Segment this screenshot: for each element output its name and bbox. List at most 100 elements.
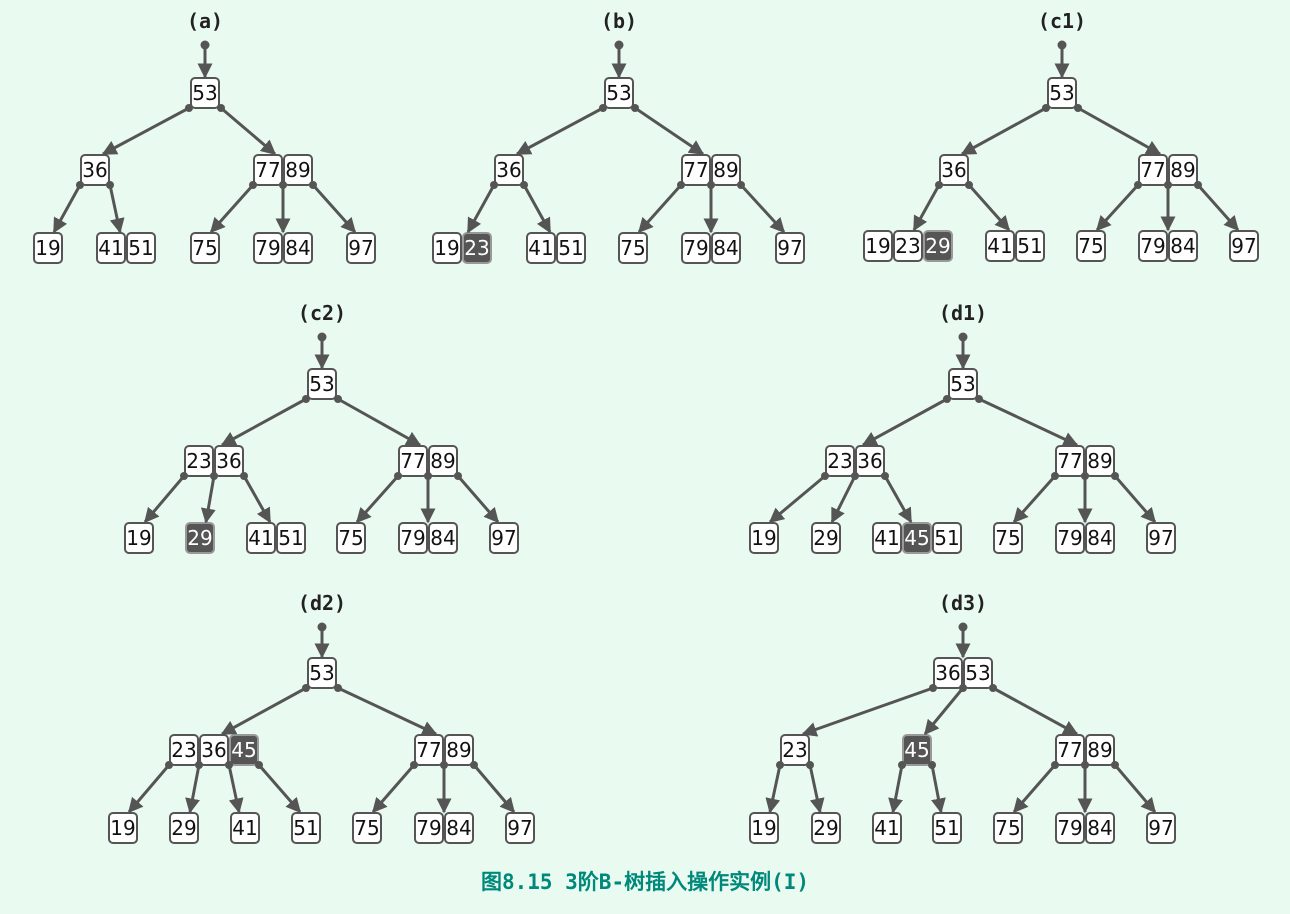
child-pointer-edge xyxy=(801,686,934,737)
key-box xyxy=(963,657,993,689)
key-box xyxy=(855,445,885,477)
child-pointer-edge xyxy=(883,475,913,524)
key-label: 29 xyxy=(925,234,950,258)
pointer-dot xyxy=(424,472,432,480)
key-box xyxy=(872,812,902,844)
internal-node: 23 xyxy=(780,734,810,766)
key-label: 53 xyxy=(950,372,975,396)
key-label: 84 xyxy=(1170,234,1195,258)
key-label: 84 xyxy=(713,236,738,260)
key-label: 84 xyxy=(446,816,471,840)
pointer-dot xyxy=(1051,472,1059,480)
key-label: 36 xyxy=(496,158,521,182)
pointer-dot xyxy=(1081,472,1089,480)
panel-label: (d3) xyxy=(939,591,987,615)
pointer-dot xyxy=(928,761,936,769)
key-label: 51 xyxy=(293,816,318,840)
key-label: 79 xyxy=(255,236,280,260)
leaf-node: 51 xyxy=(291,812,321,844)
key-label: 79 xyxy=(1057,816,1082,840)
key-box xyxy=(283,232,313,264)
key-box xyxy=(505,812,535,844)
child-pointer-edge xyxy=(52,184,82,234)
pointer-dot xyxy=(225,761,233,769)
pointer-dot xyxy=(394,472,402,480)
key-label: 51 xyxy=(278,526,303,550)
pointer-dot xyxy=(929,684,937,692)
key-box xyxy=(1047,77,1077,109)
child-pointer-edge xyxy=(967,184,1011,232)
internal-node: 77 89 xyxy=(398,445,458,477)
tree-panel: (b) 53 36 19 23 41 51 77 89 75 79 84 97 xyxy=(432,9,805,264)
key-box xyxy=(253,232,283,264)
key-label: 75 xyxy=(1078,234,1103,258)
panel-label: (a) xyxy=(187,9,223,33)
key-box xyxy=(126,232,156,264)
child-pointer-edge xyxy=(227,764,244,814)
key-box xyxy=(811,812,841,844)
root-node: 36 53 xyxy=(933,657,993,689)
pointer-dot xyxy=(1042,104,1050,112)
leaf-node: 19 xyxy=(33,232,63,264)
child-pointer-edge xyxy=(209,184,255,234)
internal-node: 77 89 xyxy=(1055,445,1115,477)
key-label: 19 xyxy=(865,234,890,258)
child-pointer-edge xyxy=(808,764,825,814)
key-label: 23 xyxy=(827,449,852,473)
child-pointer-edge xyxy=(337,397,422,447)
internal-node: 36 xyxy=(494,154,524,186)
child-pointer-edge xyxy=(220,686,307,736)
child-pointer-edge xyxy=(888,764,904,814)
key-box xyxy=(230,812,260,844)
key-label: 41 xyxy=(874,816,899,840)
key-label: 97 xyxy=(507,816,532,840)
internal-node: 23 36 xyxy=(825,445,885,477)
key-label: 51 xyxy=(934,816,959,840)
child-pointer-edge xyxy=(1196,184,1240,232)
key-box xyxy=(80,154,110,186)
key-label: 23 xyxy=(895,234,920,258)
leaf-node: 97 xyxy=(489,522,519,554)
child-pointer-edge xyxy=(1077,106,1162,156)
internal-node: 77 89 xyxy=(253,154,313,186)
panel-label: (c1) xyxy=(1038,9,1086,33)
key-label: 84 xyxy=(1087,816,1112,840)
leaf-node: 75 xyxy=(618,232,648,264)
child-pointer-edge xyxy=(456,475,500,524)
key-box xyxy=(489,522,519,554)
pointer-dot xyxy=(631,104,639,112)
key-label: 36 xyxy=(216,449,241,473)
pointer-dot xyxy=(1134,181,1142,189)
key-box xyxy=(214,445,244,477)
key-box xyxy=(108,812,138,844)
leaf-node: 41 51 xyxy=(985,230,1045,262)
pointer-dot xyxy=(806,761,814,769)
key-label: 84 xyxy=(285,236,310,260)
key-label: 97 xyxy=(348,236,373,260)
key-box xyxy=(432,232,462,264)
internal-node: 36 xyxy=(939,154,969,186)
pointer-dot xyxy=(490,181,498,189)
pointer-dot xyxy=(440,761,448,769)
root-node: 53 xyxy=(190,77,220,109)
key-label: 36 xyxy=(941,158,966,182)
key-box xyxy=(1168,154,1198,186)
internal-node: 77 89 xyxy=(414,734,474,766)
key-label: 75 xyxy=(192,236,217,260)
pointer-dot xyxy=(195,761,203,769)
key-label: 53 xyxy=(1049,81,1074,105)
key-box xyxy=(169,734,199,766)
pointer-dot xyxy=(334,395,342,403)
child-pointer-edge xyxy=(1113,475,1157,524)
key-box xyxy=(711,232,741,264)
key-box xyxy=(1146,522,1176,554)
pointer-dot xyxy=(255,761,263,769)
key-label: 36 xyxy=(857,449,882,473)
key-label: 19 xyxy=(126,526,151,550)
leaf-node: 19 23 29 xyxy=(863,230,953,262)
key-label: 84 xyxy=(430,526,455,550)
pointer-dot xyxy=(1074,104,1082,112)
key-box xyxy=(276,522,306,554)
pointer-dot xyxy=(737,181,745,189)
key-box xyxy=(283,154,313,186)
